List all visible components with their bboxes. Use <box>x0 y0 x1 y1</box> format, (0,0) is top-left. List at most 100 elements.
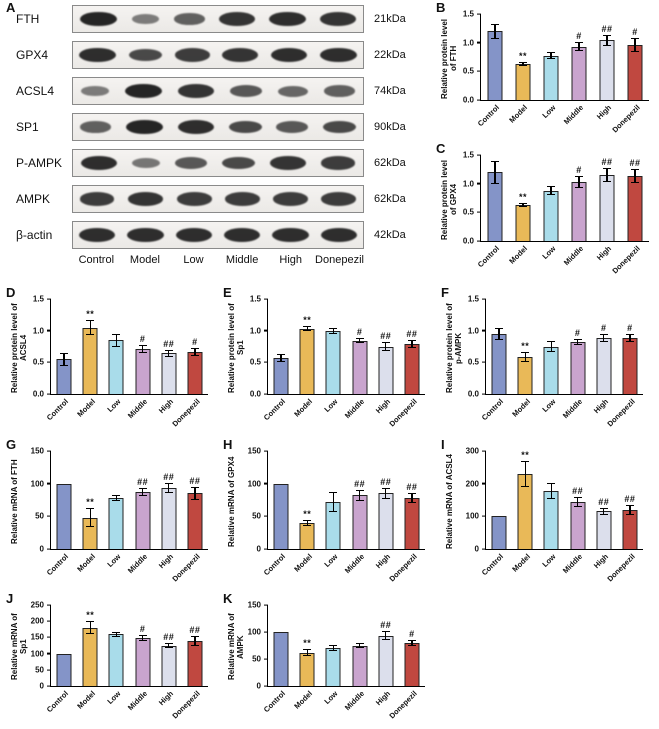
error-bar-line <box>194 636 196 645</box>
y-axis-label: Relative mRNA of ACSL4 <box>445 454 454 549</box>
y-tick-label: 100 <box>465 511 479 521</box>
x-tick-label: Low <box>105 397 123 414</box>
kda-label: 62kDa <box>374 157 406 169</box>
error-bar-line <box>550 483 552 499</box>
x-tick-label: Low <box>322 689 340 706</box>
bar-donepezil <box>187 493 203 549</box>
error-bar-line <box>606 169 608 181</box>
bar-high <box>378 635 394 686</box>
protein-label: β-actin <box>16 228 53 242</box>
y-tick-mark <box>477 211 481 213</box>
x-tick-label: Low <box>540 244 558 261</box>
y-tick-label: 0 <box>39 544 44 554</box>
y-axis-label: Relative protein level of ACSL4 <box>10 303 28 393</box>
panel-label-e: E <box>223 285 232 300</box>
x-tick-label: Control <box>262 397 288 423</box>
significance-marker: # <box>576 165 582 176</box>
x-tick-label: Model <box>291 397 314 419</box>
y-axis-label: Relative protein level of Sp1 <box>227 303 245 393</box>
plot-area: 0 50 100 150 Control ** Model Low ## Middle ## High… <box>31 447 208 583</box>
y-tick-label: 1.0 <box>462 38 474 48</box>
blot-band <box>131 157 161 169</box>
bar-model <box>299 522 315 549</box>
error-bar-line <box>524 461 526 486</box>
y-tick-label: 1.0 <box>32 326 44 336</box>
significance-marker: # <box>356 327 363 338</box>
protein-label: SP1 <box>16 120 39 134</box>
error-bar-line <box>168 350 170 357</box>
y-tick-label: 0.5 <box>467 357 479 367</box>
error-bar-line <box>306 650 308 655</box>
error-bar <box>547 52 555 60</box>
bar-low <box>543 490 559 549</box>
x-tick-label: Middle <box>562 103 586 127</box>
blot-band <box>79 192 115 206</box>
error-bar-line <box>576 339 579 345</box>
y-tick-label: 0 <box>474 544 479 554</box>
x-tick-label: Model <box>291 689 314 711</box>
bar-donepezil <box>404 498 420 549</box>
x-tick-label: Control <box>476 244 502 270</box>
bar-middle <box>135 492 151 549</box>
bar-low <box>543 346 559 394</box>
x-tick-label: Control <box>480 397 506 423</box>
error-bar-line <box>306 520 308 526</box>
panel-label-c: C <box>436 141 446 156</box>
blot-strip-6 <box>72 221 364 249</box>
blot-band <box>177 119 214 135</box>
blot-band <box>173 13 205 25</box>
bar-low <box>543 55 559 100</box>
x-tick-label: Low <box>105 552 123 569</box>
error-bar-line <box>634 38 636 52</box>
bar-high <box>378 493 394 549</box>
y-tick-mark <box>47 548 51 550</box>
error-bar-line <box>385 632 387 640</box>
y-tick-mark <box>477 42 481 44</box>
x-tick-label: Low <box>540 397 558 414</box>
kda-label: 90kDa <box>374 121 406 133</box>
bar-donepezil <box>187 352 203 394</box>
y-tick-label: 0 <box>39 681 44 691</box>
error-bar <box>407 340 416 348</box>
error-bar <box>519 62 527 66</box>
error-bar-line <box>629 505 631 514</box>
error-bar-line <box>498 328 500 340</box>
bar-model <box>515 204 531 241</box>
significance-marker: ## <box>601 23 613 34</box>
bar-high <box>378 346 394 394</box>
error-bar-line <box>332 645 334 651</box>
y-tick-mark <box>482 515 486 517</box>
error-bar-line <box>358 339 361 343</box>
significance-marker: ** <box>521 449 530 460</box>
error-bar <box>491 160 499 184</box>
chart-panel-h: H Relative mRNA of GPX4 0 50 100 150 Control **… <box>223 437 435 590</box>
error-bar-line <box>141 489 144 496</box>
x-tick-label: Middle <box>125 689 149 713</box>
error-bar <box>355 490 364 501</box>
bar-low <box>325 648 341 686</box>
error-bar <box>631 169 639 184</box>
blot-row-1: GPX4 22kDa <box>16 41 426 69</box>
plot-area: 0.0 0.5 1.0 1.5 Control ** Model Low # Middle ## Hi… <box>463 151 649 275</box>
error-bar <box>329 644 338 652</box>
x-tick-label: Model <box>74 689 97 711</box>
panel-label-k: K <box>223 591 233 606</box>
y-tick-mark <box>264 450 268 452</box>
bar-high <box>161 645 177 686</box>
y-tick-label: 0.5 <box>462 207 474 217</box>
significance-marker: ## <box>629 158 641 169</box>
error-bar-line <box>634 170 636 183</box>
error-bar <box>625 504 634 515</box>
bar-donepezil <box>187 640 203 686</box>
x-tick-label: Middle <box>560 397 584 421</box>
error-bar-line <box>115 334 117 346</box>
error-bar-line <box>280 355 282 361</box>
y-tick-label: 1.5 <box>462 150 474 160</box>
y-tick-mark <box>477 240 481 242</box>
y-tick-mark <box>47 653 51 655</box>
bar-donepezil <box>404 343 420 394</box>
error-bar-line <box>411 341 413 347</box>
error-bar-line <box>89 508 91 527</box>
bar-high <box>596 338 612 394</box>
kda-label: 62kDa <box>374 193 406 205</box>
